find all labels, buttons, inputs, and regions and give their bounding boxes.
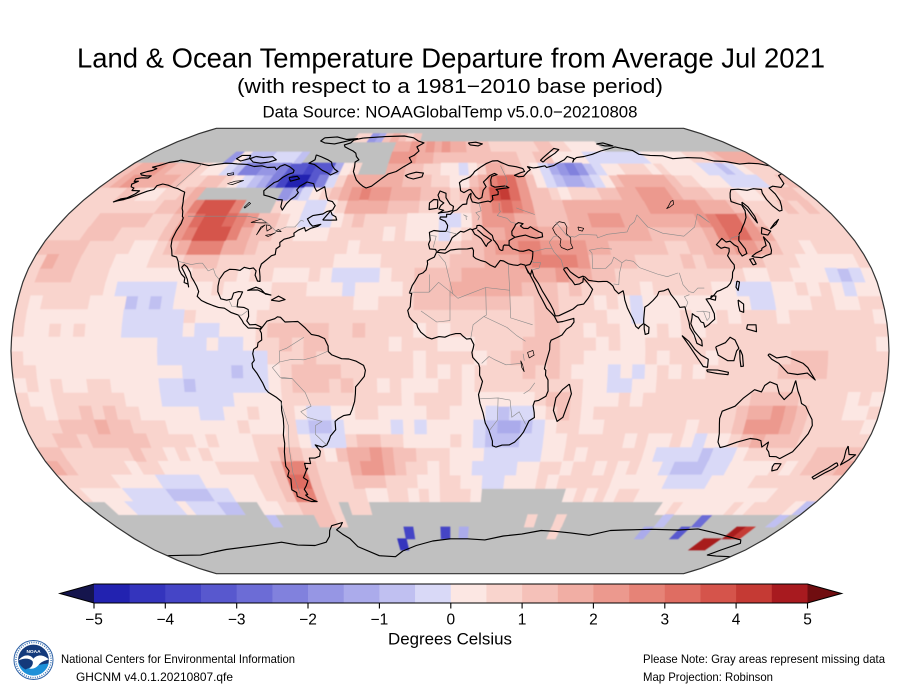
svg-text:−1: −1 [371,612,389,629]
svg-text:−3: −3 [228,612,246,629]
svg-text:−5: −5 [85,612,103,629]
svg-text:National Centers for Environme: National Centers for Environmental Infor… [61,652,295,666]
svg-text:Data Source: NOAAGlobalTemp v5: Data Source: NOAAGlobalTemp v5.0.0−20210… [263,104,638,122]
svg-text:Land & Ocean Temperature Depar: Land & Ocean Temperature Departure from … [77,43,825,74]
svg-text:(with respect to a 1981−2010 b: (with respect to a 1981−2010 base period… [237,76,663,98]
svg-text:4: 4 [732,612,741,629]
svg-text:2: 2 [589,612,598,629]
svg-text:GHCNM v4.0.1.20210807.qfe: GHCNM v4.0.1.20210807.qfe [76,670,233,684]
svg-text:Please Note: Gray areas repres: Please Note: Gray areas represent missin… [643,652,885,666]
svg-text:Map Projection: Robinson: Map Projection: Robinson [643,670,773,684]
svg-text:3: 3 [660,612,669,629]
svg-text:−2: −2 [299,612,317,629]
svg-text:1: 1 [518,612,527,629]
svg-text:Degrees Celsius: Degrees Celsius [388,630,512,649]
svg-text:5: 5 [803,612,812,629]
svg-text:NOAA: NOAA [26,649,41,655]
svg-text:−4: −4 [156,612,174,629]
svg-text:0: 0 [446,612,455,629]
